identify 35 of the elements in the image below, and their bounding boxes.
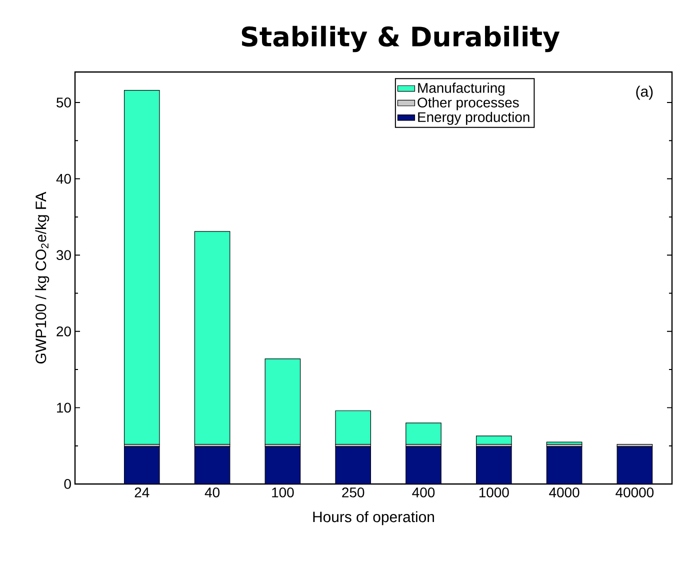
chart-title: Stability & Durability (242, 26, 560, 52)
y-tick-label: 20 (56, 326, 71, 336)
x-tick-label: 400 (412, 487, 435, 498)
bar (335, 446, 371, 484)
x-tick-label: 1000 (479, 487, 509, 498)
legend-label: Manufacturing (418, 82, 504, 96)
x-axis-title: Hours of operation (313, 511, 434, 526)
legend-label: Energy production (418, 112, 530, 125)
x-tick-label: 4000 (549, 487, 580, 498)
bar (406, 422, 442, 445)
bar (194, 231, 230, 445)
bar (616, 446, 653, 484)
y-axis-title: GWP100 / kg CO$_{2}$e/kg FA (35, 192, 50, 364)
y-tick-label: 0 (64, 479, 71, 489)
bar (406, 446, 442, 484)
x-tick-label: 24 (134, 487, 150, 498)
bar (194, 446, 230, 484)
bar (124, 90, 160, 445)
bar (476, 436, 512, 445)
x-tick-label: 40 (204, 487, 220, 498)
x-tick-label: 250 (342, 487, 364, 498)
bar (264, 358, 301, 445)
y-tick-label: 10 (57, 402, 71, 413)
bar (264, 446, 301, 484)
bar (335, 410, 371, 445)
x-tick-label: 100 (272, 487, 294, 498)
y-tick-label: 50 (56, 98, 71, 108)
bar (476, 446, 512, 484)
x-tick-label: 40000 (616, 487, 654, 498)
bar (124, 446, 160, 484)
bar (546, 446, 582, 484)
annotation: (a) (636, 86, 653, 100)
y-tick-label: 30 (56, 250, 71, 260)
y-tick-label: 40 (56, 174, 71, 184)
legend-label: Other processes (418, 97, 519, 110)
